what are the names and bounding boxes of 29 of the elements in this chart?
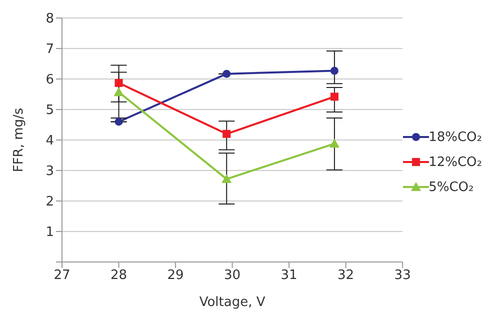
y-tick-label: 5 <box>46 103 54 118</box>
y-tick-label: 2 <box>46 194 54 210</box>
y-tick-label: 3 <box>46 164 54 180</box>
point <box>222 130 231 138</box>
legend-label: 18%CO₂ <box>428 130 482 144</box>
point <box>114 118 123 126</box>
point <box>329 138 340 148</box>
y-tick-label: 4 <box>46 134 54 149</box>
point <box>114 78 123 87</box>
point <box>330 92 338 101</box>
x-tick-label: 29 <box>167 268 184 284</box>
x-tick-label: 32 <box>338 268 354 284</box>
x-tick-label: 28 <box>110 268 128 284</box>
y-tick-label: 7 <box>46 42 54 58</box>
y-tick-label: 6 <box>46 72 54 88</box>
y-axis-title: FFR, mg/s <box>12 108 27 172</box>
legend-label: 5%CO₂ <box>428 180 474 194</box>
x-tick-label: 27 <box>54 268 70 284</box>
point <box>330 66 338 75</box>
x-tick-label: 33 <box>394 268 411 284</box>
point <box>222 70 231 78</box>
x-tick-label: 30 <box>224 268 241 284</box>
legend-label: 12%CO₂ <box>428 154 482 170</box>
x-tick-label: 31 <box>280 268 298 284</box>
y-tick-label: 8 <box>46 12 54 27</box>
x-axis-title: Voltage, V <box>199 295 266 310</box>
y-tick-label: 1 <box>46 225 54 240</box>
point <box>222 174 232 184</box>
point <box>114 87 124 96</box>
